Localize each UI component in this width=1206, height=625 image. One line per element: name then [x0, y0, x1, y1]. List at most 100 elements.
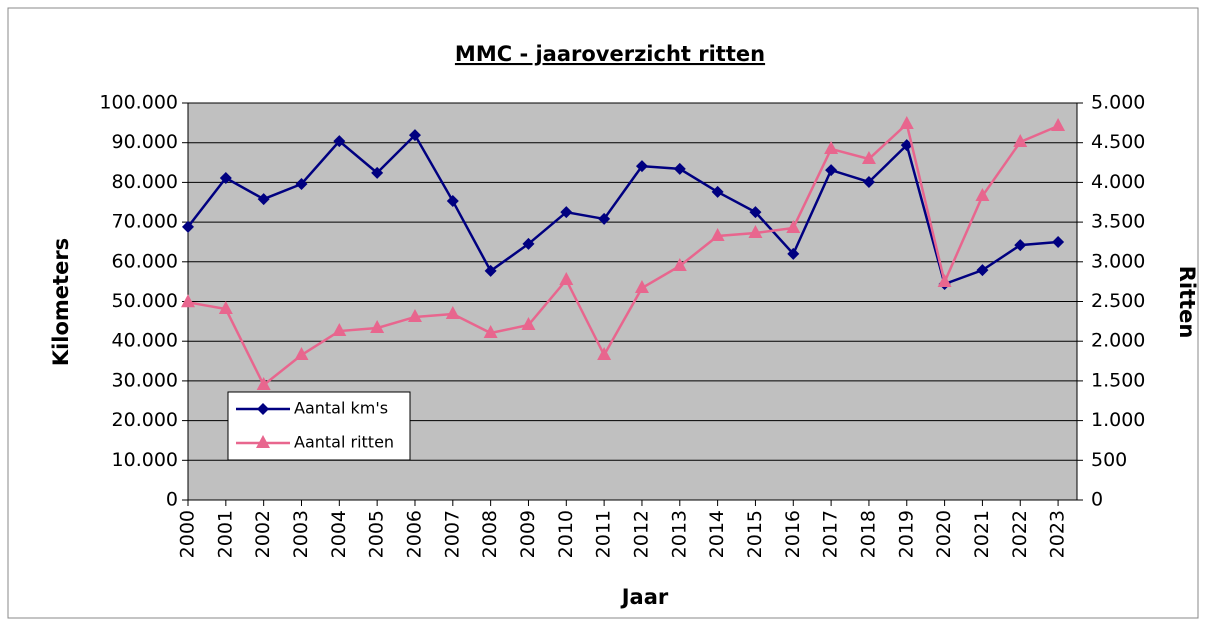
point-marker [976, 264, 989, 277]
x-tick-label: 2002 [252, 510, 274, 558]
x-tick-label: 2008 [479, 510, 501, 558]
x-tick-label: 2022 [1009, 510, 1031, 558]
x-tick-label: 2020 [933, 510, 955, 558]
y-tick-label: 100.000 [99, 92, 178, 114]
x-tick-label: 2017 [820, 510, 842, 558]
y2-tick-label: 2.000 [1091, 330, 1145, 352]
y2-tick-label: 3.500 [1091, 211, 1145, 233]
point-marker [484, 264, 497, 277]
legend-label: Aantal km's [294, 399, 388, 418]
point-marker [333, 135, 346, 148]
point-marker [560, 206, 573, 219]
x-tick-label: 2006 [403, 510, 425, 558]
point-marker [1013, 133, 1028, 147]
y-tick-label: 80.000 [112, 171, 178, 193]
point-marker [371, 166, 384, 179]
y-tick-label: 30.000 [112, 369, 178, 391]
point-marker [824, 140, 839, 154]
point-marker [975, 187, 990, 201]
point-marker [256, 435, 270, 448]
x-tick-label: 2019 [895, 510, 917, 558]
point-marker [1014, 239, 1027, 252]
x-tick-label: 2023 [1047, 510, 1069, 558]
x-tick-label: 2016 [782, 510, 804, 558]
point-marker [597, 347, 612, 361]
point-marker [294, 347, 309, 361]
x-tick-label: 2000 [177, 510, 199, 558]
y2-tick-label: 0 [1091, 489, 1103, 511]
y-tick-label: 40.000 [112, 330, 178, 352]
point-marker [370, 320, 385, 334]
point-marker [218, 301, 233, 315]
point-marker [937, 273, 952, 287]
point-marker [1052, 235, 1065, 248]
point-marker [521, 317, 536, 331]
point-marker [182, 220, 194, 233]
point-marker [295, 177, 308, 190]
point-marker [257, 193, 270, 206]
point-marker [408, 129, 421, 142]
point-marker [219, 172, 232, 185]
x-tick-label: 2003 [290, 510, 312, 558]
point-marker [1051, 118, 1066, 132]
y-tick-label: 50.000 [112, 290, 178, 312]
y-tick-label: 90.000 [112, 131, 178, 153]
point-marker [522, 237, 535, 250]
x-tick-label: 2010 [555, 510, 577, 558]
point-marker [748, 224, 763, 238]
x-tick-label: 2015 [744, 510, 766, 558]
point-marker [672, 258, 687, 272]
y2-tick-label: 5.000 [1091, 92, 1145, 114]
y2-tick-label: 4.500 [1091, 131, 1145, 153]
point-marker [710, 227, 725, 241]
point-marker [446, 195, 459, 208]
legend [227, 391, 411, 461]
point-marker [711, 185, 724, 198]
point-marker [673, 162, 686, 175]
chart-title: MMC - jaaroverzicht ritten [455, 42, 765, 66]
y2-tick-label: 4.000 [1091, 171, 1145, 193]
y2-tick-label: 500 [1091, 449, 1127, 471]
point-marker [900, 139, 913, 152]
point-marker [598, 212, 611, 225]
point-marker [635, 160, 648, 173]
point-marker [825, 164, 838, 177]
y2-tick-label: 3.000 [1091, 250, 1145, 272]
series-line [187, 133, 1059, 286]
y-axis-title: Kilometers [49, 238, 73, 366]
point-marker [181, 294, 195, 308]
point-marker [332, 323, 347, 337]
point-marker [861, 150, 876, 164]
x-tick-label: 2005 [366, 510, 388, 558]
x-tick-label: 2018 [857, 510, 879, 558]
x-tick-label: 2021 [971, 510, 993, 558]
x-tick-label: 2009 [517, 510, 539, 558]
x-tick-label: 2011 [593, 510, 615, 558]
y2-tick-label: 1.500 [1091, 369, 1145, 391]
x-axis-title: Jaar [620, 585, 669, 609]
x-tick-label: 2007 [441, 510, 463, 558]
x-tick-label: 2013 [668, 510, 690, 558]
y-tick-label: 20.000 [112, 409, 178, 431]
point-marker [483, 325, 498, 339]
y-tick-label: 10.000 [112, 449, 178, 471]
x-tick-label: 2001 [214, 510, 236, 558]
y2-tick-label: 2.500 [1091, 290, 1145, 312]
point-marker [634, 280, 649, 294]
x-tick-label: 2012 [630, 510, 652, 558]
point-marker [899, 115, 914, 129]
point-marker [407, 308, 422, 322]
x-tick-label: 2004 [328, 510, 350, 558]
y-tick-label: 60.000 [112, 250, 178, 272]
y2-axis-title: Ritten [1175, 266, 1199, 339]
point-marker [749, 206, 762, 219]
point-marker [257, 403, 269, 415]
point-marker [786, 219, 801, 233]
legend-label: Aantal ritten [294, 433, 394, 452]
point-marker [256, 377, 271, 391]
y2-tick-label: 1.000 [1091, 409, 1145, 431]
point-marker [787, 247, 800, 260]
y-tick-label: 0 [166, 489, 178, 511]
point-marker [559, 271, 574, 285]
